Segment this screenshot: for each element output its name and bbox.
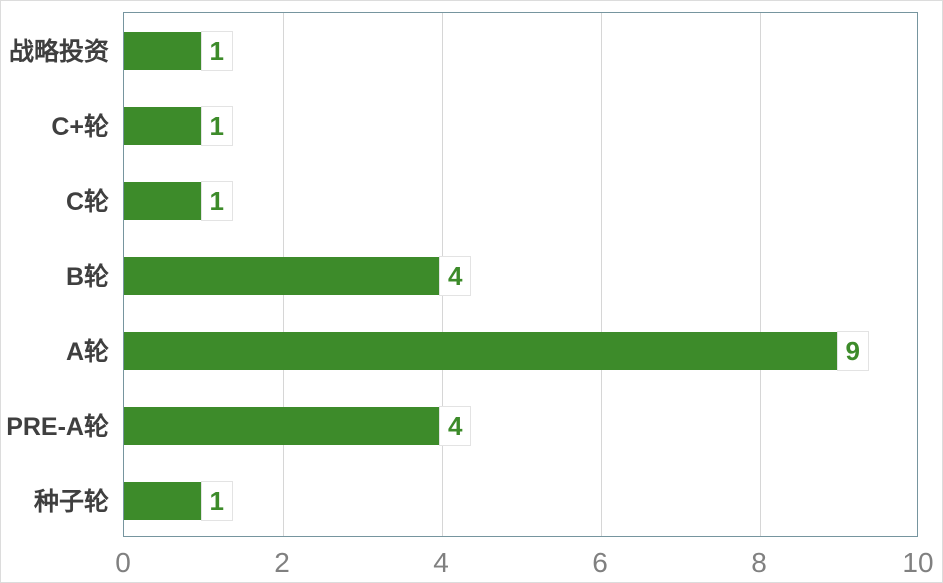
gridline [600, 13, 602, 536]
gridline [759, 13, 761, 536]
category-label: A轮 [65, 337, 109, 366]
data-label: 1 [200, 180, 233, 221]
bar-战略投资 [124, 31, 204, 70]
tick-label: 0 [115, 547, 131, 578]
data-label: 1 [200, 105, 233, 146]
data-label: 1 [200, 480, 233, 521]
data-label: 9 [836, 330, 869, 371]
tick-label: 4 [433, 547, 449, 578]
category-label: 种子轮 [33, 487, 109, 516]
bar-种子轮 [124, 481, 204, 520]
tick-label: 8 [751, 547, 767, 578]
category-label: PRE-A轮 [6, 412, 109, 441]
data-label: 4 [439, 255, 472, 296]
category-label: B轮 [65, 262, 109, 291]
data-label: 4 [439, 405, 472, 446]
data-label: 1 [200, 30, 233, 71]
bar-C+轮 [124, 106, 204, 145]
category-label: 战略投资 [8, 37, 109, 66]
bar-C轮 [124, 181, 204, 220]
tick-label: 10 [902, 547, 934, 578]
bar-A轮 [124, 331, 840, 370]
tick-label: 2 [274, 547, 290, 578]
category-label: C+轮 [51, 112, 109, 141]
category-label: C轮 [65, 187, 109, 216]
bar-B轮 [124, 256, 442, 295]
bar-PRE-A轮 [124, 406, 442, 445]
tick-label: 6 [592, 547, 608, 578]
